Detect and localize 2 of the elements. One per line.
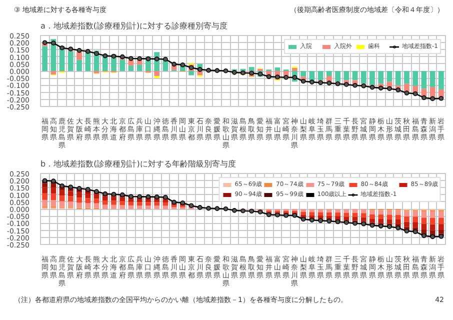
chart-title: b．地域差指数(診療種別計)に対する年齢階級別寄与度 — [40, 160, 236, 168]
chart-title: a．地域差指数(診療種別計)に対する診療種別寄与度 — [40, 22, 228, 30]
